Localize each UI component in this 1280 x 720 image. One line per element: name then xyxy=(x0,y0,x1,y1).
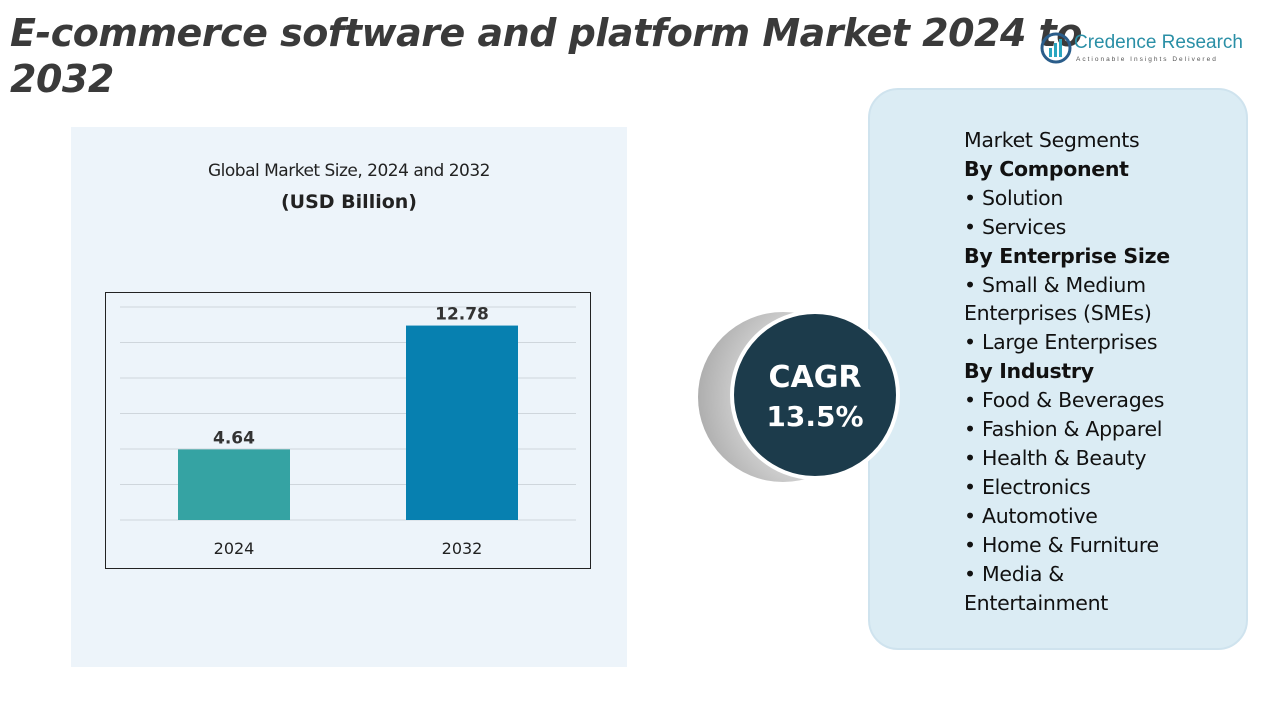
market-segments: Market Segments By Component • Solution • … xyxy=(964,126,1214,617)
chart-frame xyxy=(105,292,591,569)
x-tick-label: 2032 xyxy=(442,539,483,558)
logo: Credence Research Actionable Insights De… xyxy=(1040,30,1260,70)
bar-2032 xyxy=(406,325,518,520)
segment-group-title: By Enterprise Size xyxy=(964,243,1170,268)
segment-item: • Electronics xyxy=(964,474,1091,499)
segment-item: • Food & Beverages xyxy=(964,388,1165,413)
chart-panel: Global Market Size, 2024 and 2032 (USD B… xyxy=(71,127,627,667)
chart-unit: (USD Billion) xyxy=(281,191,417,213)
segment-item: • Services xyxy=(964,214,1067,239)
cagr-value: 13.5% xyxy=(766,400,864,433)
segment-item: • Automotive xyxy=(964,503,1098,528)
segment-group-title: By Component xyxy=(964,156,1129,181)
segment-group-title: By Industry xyxy=(964,359,1094,384)
segment-item: • Media & Entertainment xyxy=(964,561,1109,615)
page-title: E-commerce software and platform Market … xyxy=(10,11,1082,101)
segment-item: • Solution xyxy=(964,185,1064,210)
bar-2024 xyxy=(178,449,290,520)
segment-item: • Home & Furniture xyxy=(964,532,1159,557)
x-tick-label: 2024 xyxy=(214,539,255,558)
bar-chart: 4.64 2024 12.78 2032 xyxy=(120,305,576,558)
segment-item: • Health & Beauty xyxy=(964,445,1147,470)
cagr-badge: CAGR 13.5% xyxy=(730,310,900,480)
segments-heading: Market Segments xyxy=(964,128,1140,152)
segment-item: • Large Enterprises xyxy=(964,330,1158,355)
chart-title: Global Market Size, 2024 and 2032 xyxy=(208,161,491,181)
logo-tagline: Actionable Insights Delivered xyxy=(1076,56,1218,63)
logo-icon xyxy=(1040,32,1072,64)
bar-value-label: 12.78 xyxy=(435,305,489,325)
segment-item: • Fashion & Apparel xyxy=(964,417,1163,442)
segment-item: • Small & Medium Enterprises (SMEs) xyxy=(964,272,1152,326)
logo-name: Credence Research xyxy=(1074,32,1243,53)
bar-value-label: 4.64 xyxy=(213,428,255,448)
cagr-label: CAGR xyxy=(768,360,862,395)
